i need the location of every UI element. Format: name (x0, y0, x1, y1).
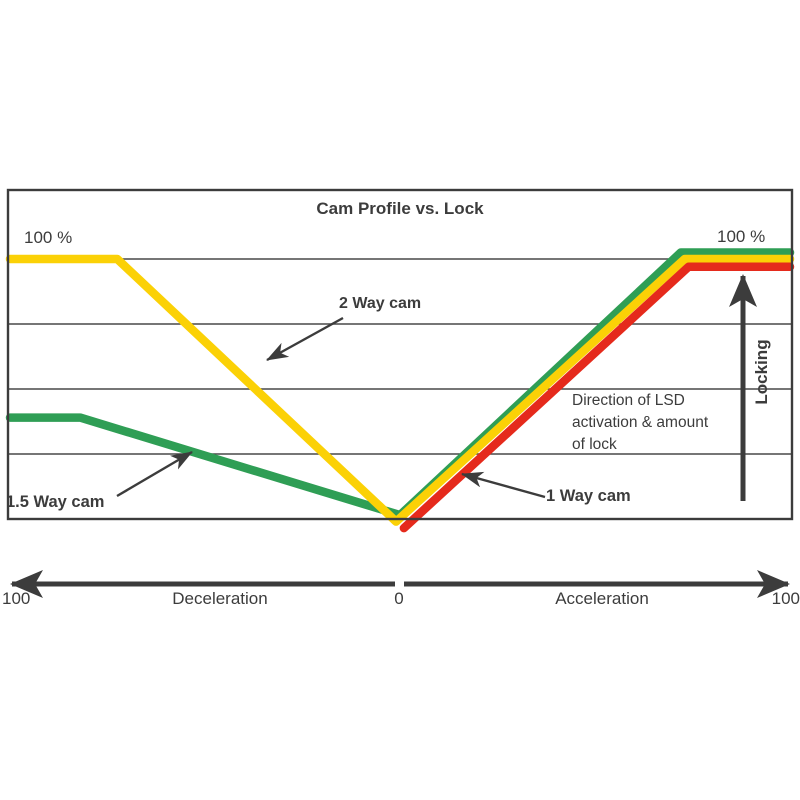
series-1-5-way-cam (5, 248, 795, 520)
cam-profile-lines (5, 248, 795, 533)
series-1-way-cam (399, 262, 795, 533)
direction-note-line2: activation & amount (572, 414, 709, 431)
direction-note: Direction of LSD activation & amount of … (572, 390, 708, 456)
acceleration-label: Acceleration (555, 589, 649, 608)
one-half-way-cam-label: 1.5 Way cam (6, 493, 105, 511)
annotation-arrows (10, 274, 790, 598)
plot-border (6, 188, 794, 521)
two-way-arrow (266, 316, 344, 362)
direction-note-line3: of lock (572, 436, 617, 453)
two-way-cam-label: 2 Way cam (339, 295, 422, 312)
axis-left-100-tick: 100 (2, 589, 31, 608)
plot-border-rect (6, 188, 794, 521)
one-way-arrow (461, 471, 546, 499)
gridlines (9, 258, 791, 455)
direction-note-line1: Direction of LSD (572, 392, 685, 409)
axis-zero-tick: 0 (394, 589, 404, 608)
locking-axis-label: Locking (752, 339, 771, 405)
one-way-cam-label: 1 Way cam (546, 487, 631, 505)
series-2-way-cam (5, 254, 795, 526)
deceleration-label: Deceleration (172, 589, 268, 608)
right-100-percent-label: 100 % (717, 227, 766, 246)
one-half-way-arrow (116, 450, 193, 498)
axis-right-100-tick: 100 (771, 589, 800, 608)
left-100-percent-label: 100 % (24, 228, 73, 247)
chart-title: Cam Profile vs. Lock (316, 199, 484, 218)
